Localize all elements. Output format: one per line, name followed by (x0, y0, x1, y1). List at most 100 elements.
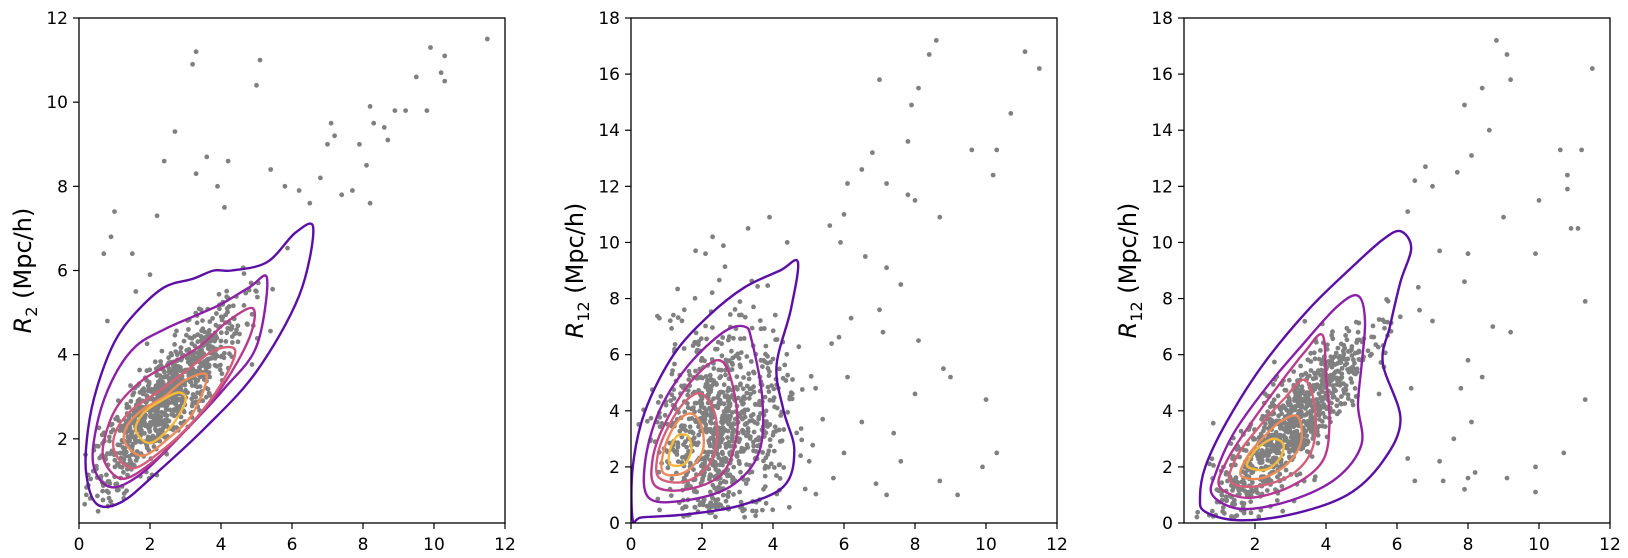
data-point (1294, 422, 1300, 428)
data-point (707, 405, 712, 411)
data-point (1324, 405, 1329, 410)
data-point (350, 188, 355, 193)
data-point (705, 452, 710, 458)
data-point (216, 291, 222, 297)
data-point (771, 448, 777, 454)
data-point (241, 271, 247, 276)
data-point (1557, 147, 1563, 153)
data-point (777, 476, 783, 481)
data-point (200, 361, 206, 366)
data-point (1582, 397, 1588, 402)
data-point (1294, 472, 1300, 478)
data-point (1325, 342, 1330, 348)
data-point (152, 359, 158, 365)
contour-level-2 (642, 324, 765, 504)
data-point (743, 481, 749, 486)
data-point (720, 462, 725, 468)
plot-area (1194, 38, 1595, 522)
data-point (170, 371, 176, 376)
data-point (665, 465, 671, 471)
data-point (994, 147, 1000, 153)
data-point (1305, 438, 1310, 444)
data-point (712, 485, 717, 491)
data-point (753, 508, 759, 514)
data-point (722, 416, 727, 421)
contour-level-6 (1245, 437, 1285, 472)
x-tick-label: 8 (910, 535, 921, 555)
data-point (325, 141, 330, 147)
data-point (88, 476, 93, 482)
contour-level-4 (111, 345, 237, 470)
data-point (763, 455, 769, 461)
data-point (692, 339, 698, 345)
data-point (937, 214, 943, 220)
data-point (655, 400, 661, 405)
axes-frame (1183, 17, 1611, 524)
data-point (150, 421, 155, 426)
data-point (731, 492, 736, 497)
data-point (1339, 401, 1344, 407)
data-point (1287, 401, 1293, 407)
data-point (736, 395, 741, 401)
data-point (213, 352, 219, 357)
x-tick-label: 6 (1392, 535, 1403, 555)
data-point (766, 389, 772, 395)
data-point (1261, 428, 1266, 434)
data-point (125, 472, 130, 478)
data-point (1430, 183, 1435, 189)
data-point (682, 504, 688, 509)
data-point (1258, 460, 1264, 465)
data-point (178, 368, 184, 374)
data-point (720, 335, 726, 340)
data-point (731, 464, 737, 470)
data-point (742, 514, 747, 520)
y-tick-label: 0 (1162, 514, 1173, 534)
data-point (674, 448, 680, 454)
data-point (129, 430, 135, 435)
data-point (937, 478, 943, 484)
data-point (685, 392, 691, 398)
data-point (687, 424, 693, 430)
data-point (820, 416, 826, 422)
data-point (117, 428, 123, 433)
data-point (189, 383, 195, 388)
data-point (1382, 350, 1388, 356)
y-axis-label: R12 (Mpc/h) (561, 203, 593, 339)
data-point (1259, 448, 1265, 453)
data-point (189, 335, 195, 341)
data-point (1334, 411, 1340, 417)
data-point (714, 462, 719, 468)
data-point (740, 386, 746, 392)
data-point (721, 479, 727, 484)
data-point (157, 427, 163, 433)
y-axis-label: R12 (Mpc/h) (1114, 203, 1146, 339)
data-point (729, 360, 735, 366)
data-point (709, 290, 715, 296)
data-point (738, 499, 744, 505)
data-point (691, 467, 696, 472)
density-contours (631, 258, 800, 523)
data-point (1316, 356, 1322, 362)
data-point (948, 374, 953, 380)
data-point (1494, 38, 1499, 43)
data-point (1230, 453, 1236, 459)
data-point (781, 427, 787, 432)
data-point (1440, 478, 1446, 484)
data-point (1036, 66, 1042, 71)
data-point (1339, 366, 1345, 371)
data-point (1298, 396, 1304, 402)
data-point (1376, 391, 1382, 397)
data-point (178, 345, 184, 351)
data-point (1221, 510, 1227, 516)
data-point (718, 389, 724, 395)
data-point (186, 327, 191, 332)
data-point (720, 492, 726, 498)
data-point (829, 341, 834, 346)
data-point (909, 102, 914, 108)
data-point (729, 348, 734, 354)
data-point (692, 409, 697, 415)
data-point (781, 465, 787, 470)
data-point (683, 454, 688, 460)
data-point (83, 492, 89, 498)
data-point (1229, 514, 1234, 519)
